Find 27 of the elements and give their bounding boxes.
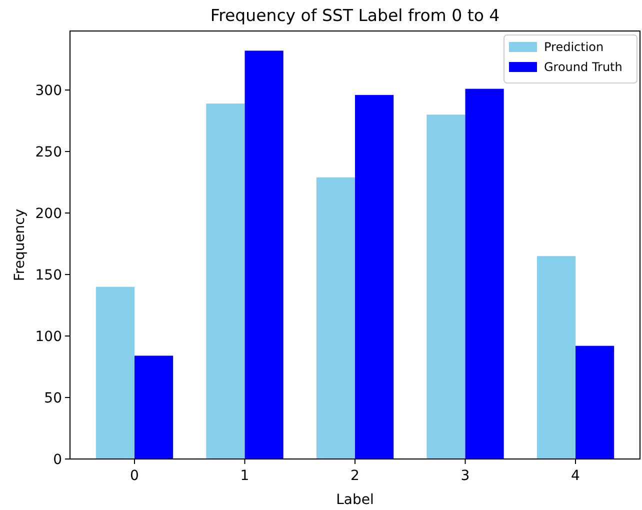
x-axis-title: Label (336, 492, 374, 508)
x-tick-label: 3 (460, 468, 470, 484)
y-tick-label: 200 (35, 206, 62, 222)
y-tick-label: 50 (44, 390, 62, 406)
y-axis-title: Frequency (12, 208, 28, 282)
y-tick-label: 150 (35, 267, 62, 284)
y-tick-label: 0 (53, 452, 62, 468)
y-tick-label: 300 (35, 82, 62, 99)
bar (206, 104, 245, 459)
y-tick-label: 100 (35, 328, 62, 345)
x-tick-label: 2 (350, 468, 360, 484)
bar (426, 114, 466, 459)
bar (465, 88, 504, 459)
x-tick-label: 1 (240, 468, 250, 484)
y-tick-label: 250 (35, 144, 62, 160)
legend-label: Ground Truth (544, 60, 622, 74)
legend-label: Prediction (544, 40, 604, 54)
bar (244, 50, 284, 459)
x-tick-label: 4 (571, 468, 580, 484)
x-tick-label: 0 (130, 468, 139, 484)
bar (134, 356, 174, 459)
bar (355, 94, 394, 459)
bar (576, 346, 614, 459)
bar (316, 177, 355, 459)
bar (536, 256, 576, 459)
bar (96, 286, 134, 459)
chart-title: Frequency of SST Label from 0 to 4 (210, 6, 500, 25)
